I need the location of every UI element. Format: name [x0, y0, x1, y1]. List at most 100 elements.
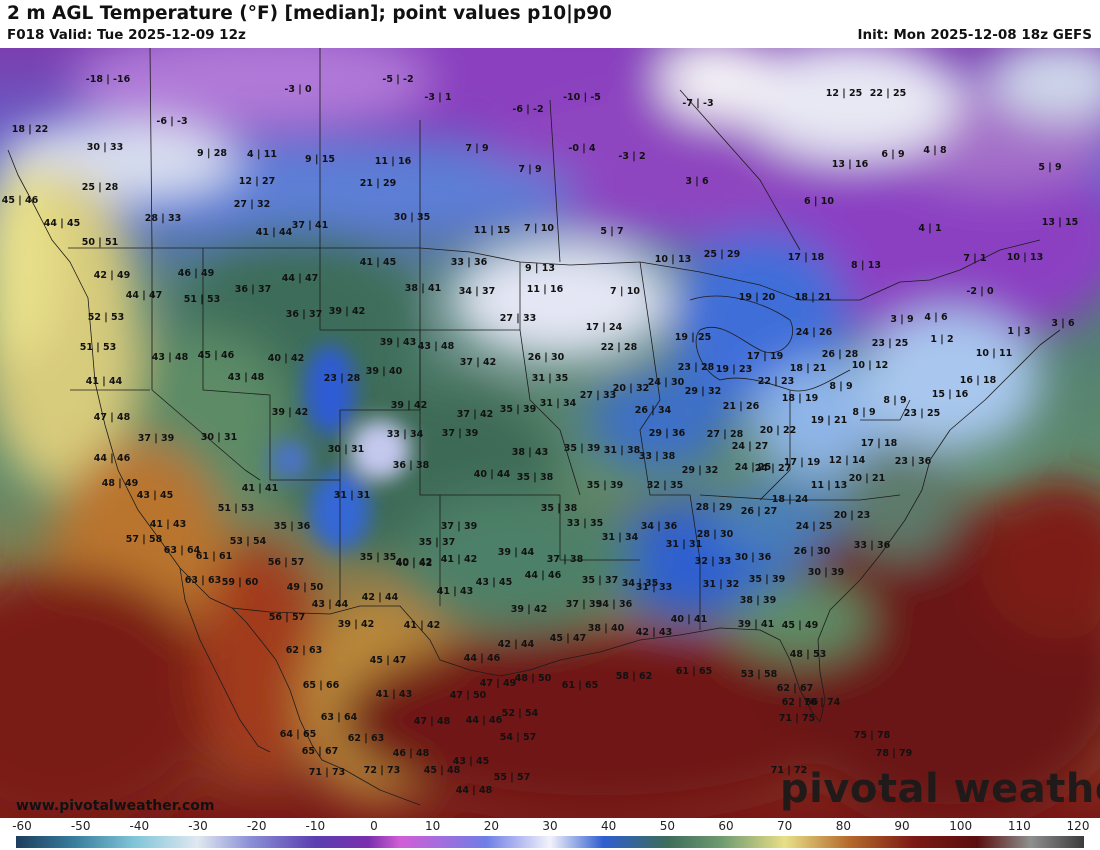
- point-value: -3 | 2: [618, 151, 645, 162]
- point-value: 18 | 21: [795, 292, 832, 303]
- point-value: 29 | 36: [649, 428, 686, 439]
- point-value: 41 | 45: [360, 257, 397, 268]
- point-value: 23 | 28: [678, 362, 715, 373]
- point-value: 8 | 9: [852, 407, 875, 418]
- point-value: 39 | 42: [338, 619, 375, 630]
- point-value: 35 | 38: [517, 472, 554, 483]
- point-value: 47 | 48: [414, 716, 451, 727]
- point-value: 34 | 35: [622, 578, 659, 589]
- point-value: 41 | 44: [86, 376, 123, 387]
- point-value: 75 | 78: [854, 730, 891, 741]
- point-value: 48 | 49: [102, 478, 139, 489]
- point-value: 10 | 13: [655, 254, 692, 265]
- point-value: 25 | 28: [82, 182, 119, 193]
- point-value: 20 | 22: [760, 425, 797, 436]
- temperature-map[interactable]: -18 | -16 -3 | 0 -5 | -2 -3 | 1 -10 | -5 -7 |…: [0, 48, 1100, 818]
- page-title: 2 m AGL Temperature (°F) [median]; point…: [7, 3, 612, 24]
- point-value: 12 | 25: [826, 88, 863, 99]
- point-value: 51 | 53: [80, 342, 117, 353]
- point-value: 44 | 47: [282, 273, 319, 284]
- point-value: 40 | 42: [268, 353, 305, 364]
- point-value: 38 | 39: [740, 595, 777, 606]
- colorbar-tick: 110: [1007, 819, 1031, 833]
- point-value: 51 | 53: [218, 503, 255, 514]
- point-value: 61 | 65: [562, 680, 599, 691]
- valid-time: F018 Valid: Tue 2025-12-09 12z: [7, 27, 246, 43]
- colorbar-tick: -50: [70, 819, 91, 833]
- site-url[interactable]: www.pivotalweather.com: [16, 798, 215, 814]
- point-value: 43 | 48: [152, 352, 189, 363]
- point-value: 40 | 44: [474, 469, 511, 480]
- point-value: 27 | 32: [234, 199, 271, 210]
- point-value: 17 | 18: [788, 252, 825, 263]
- point-value: 63 | 64: [164, 545, 201, 556]
- us-canada-border: [68, 239, 1041, 301]
- point-value: 63 | 64: [321, 712, 358, 723]
- point-value: 33 | 38: [639, 451, 676, 462]
- point-value: 4 | 11: [247, 149, 277, 160]
- point-value: 34 | 37: [459, 286, 496, 297]
- point-value: 36 | 37: [286, 309, 323, 320]
- point-value: 9 | 15: [305, 154, 335, 165]
- point-value: 17 | 19: [784, 457, 821, 468]
- point-value: 56 | 57: [269, 612, 306, 623]
- point-value: 39 | 43: [380, 337, 417, 348]
- point-value: 62 | 67: [777, 683, 814, 694]
- point-value: 16 | 18: [960, 375, 997, 386]
- point-value: 19 | 21: [811, 415, 848, 426]
- colorbar-tick: 50: [659, 819, 675, 833]
- point-value: 52 | 53: [88, 312, 125, 323]
- point-value: 37 | 41: [292, 220, 329, 231]
- state-line-7: [699, 494, 901, 501]
- point-value: 3 | 6: [1051, 318, 1075, 329]
- point-value: 40 | 41: [671, 614, 708, 625]
- point-value: 34 | 36: [596, 599, 633, 610]
- point-value: 49 | 50: [287, 582, 324, 593]
- point-value: 31 | 34: [540, 398, 577, 409]
- brand-logo: pivotal weather: [780, 766, 1100, 812]
- point-value: -6 | -3: [156, 116, 187, 127]
- point-value: 3 | 9: [890, 314, 913, 325]
- point-value: 37 | 39: [138, 433, 175, 444]
- colorbar-tick: -30: [188, 819, 208, 833]
- point-value: 33 | 36: [854, 540, 891, 551]
- point-value: 30 | 33: [87, 142, 124, 153]
- baja: [179, 567, 271, 753]
- point-value: 7 | 10: [524, 223, 554, 234]
- point-value: 28 | 33: [145, 213, 182, 224]
- point-value: 44 | 48: [456, 785, 493, 796]
- point-value: 56 | 57: [268, 557, 305, 568]
- point-value: 4 | 8: [923, 145, 947, 156]
- point-value: 8 | 9: [829, 381, 852, 392]
- point-value: 44 | 46: [94, 453, 131, 464]
- point-value: 47 | 49: [480, 678, 517, 689]
- point-value: 17 | 24: [586, 322, 623, 333]
- point-value: 42 | 44: [498, 639, 535, 650]
- colorbar-tick: -60: [12, 819, 32, 833]
- point-value: 47 | 50: [450, 690, 487, 701]
- colorbar-tick: 30: [542, 819, 558, 833]
- colorbar-tick: 90: [894, 819, 910, 833]
- point-value: 23 | 25: [872, 338, 909, 349]
- point-value: 19 | 25: [675, 332, 712, 343]
- point-value: -3 | 1: [424, 92, 451, 103]
- point-value: 38 | 40: [588, 623, 625, 634]
- point-value: 25 | 29: [704, 249, 741, 260]
- point-value: 30 | 36: [735, 552, 772, 563]
- point-value: 10 | 11: [976, 348, 1013, 359]
- point-value: 42 | 44: [362, 592, 399, 603]
- point-value: 40 | 42: [396, 558, 433, 569]
- point-value: 61 | 61: [196, 551, 233, 562]
- cold-spots: [270, 345, 410, 550]
- point-value: 24 | 27: [732, 441, 769, 452]
- colorbar-tick: 80: [835, 819, 851, 833]
- point-value: 24 | 25: [796, 521, 833, 532]
- point-value: 5 | 7: [600, 226, 623, 237]
- point-value: 7 | 10: [610, 286, 640, 297]
- state-line-1: [151, 248, 261, 481]
- point-value: 35 | 36: [274, 521, 311, 532]
- point-value: 54 | 57: [500, 732, 537, 743]
- point-value: 28 | 29: [696, 502, 733, 513]
- state-line-4: [419, 248, 640, 561]
- point-value: 26 | 30: [528, 352, 565, 363]
